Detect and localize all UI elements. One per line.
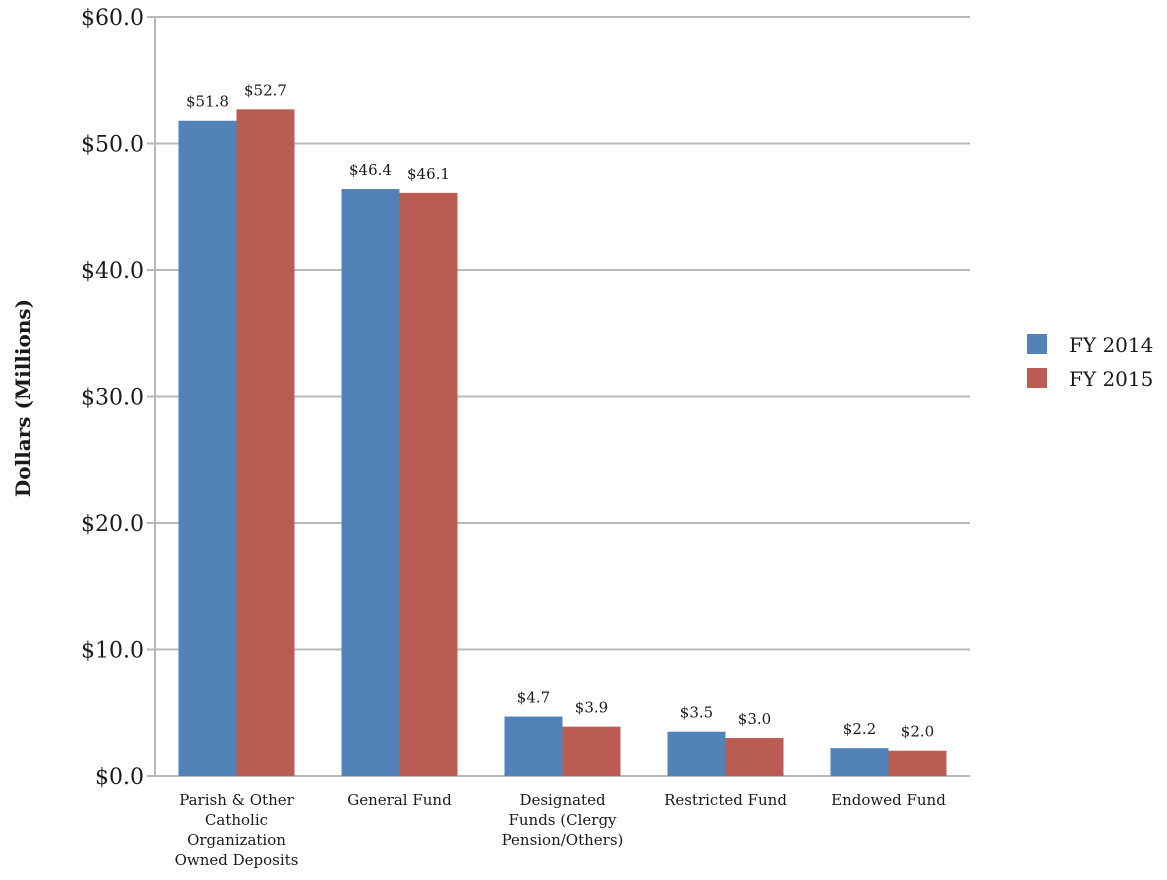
data-label: $46.1: [407, 165, 450, 183]
y-tick-label: $40.0: [81, 259, 144, 284]
x-tick-label-line: Catholic: [205, 811, 268, 829]
bar-fy-2015: [236, 109, 295, 777]
data-label: $51.8: [186, 93, 229, 111]
x-tick-label: General Fund: [347, 791, 452, 809]
x-tick-label-line: Restricted Fund: [664, 791, 787, 809]
bar-fy-2015: [399, 192, 458, 776]
x-tick-label: Parish & Other Catholic Organization Owned …: [175, 791, 299, 869]
bar-fy-2014: [341, 189, 400, 777]
x-tick-label-line: Organization: [187, 831, 286, 849]
x-tick-label-line: General Fund: [347, 791, 452, 809]
x-tick-label: Designated Funds (Clergy Pension/Others): [502, 791, 624, 849]
y-tick-label: $20.0: [81, 512, 144, 537]
bar-fy-2015: [888, 750, 947, 776]
bar-fy-2015: [725, 738, 784, 776]
data-label: $3.0: [738, 710, 771, 728]
data-label: $2.0: [901, 723, 934, 741]
x-tick-label-line: Funds (Clergy: [508, 811, 617, 829]
y-tick-label: $30.0: [81, 386, 144, 411]
legend-swatch: [1027, 334, 1047, 354]
x-tick-label: Endowed Fund: [831, 791, 946, 809]
legend-swatch: [1027, 368, 1047, 388]
bar-fy-2014: [830, 748, 889, 776]
bars: [178, 109, 947, 777]
bar-fy-2015: [562, 726, 621, 776]
axes: $0.0 $10.0 $20.0 $30.0 $40.0 $50.0 $60.0 Parish…: [81, 6, 946, 869]
x-tick-label-line: Designated: [519, 791, 606, 809]
data-label: $52.7: [244, 81, 287, 99]
y-tick-label: $0.0: [95, 765, 144, 790]
x-tick-label-line: Owned Deposits: [175, 851, 299, 869]
x-tick-label-line: Pension/Others): [502, 831, 624, 849]
x-tick-label-line: Parish & Other: [179, 791, 294, 809]
x-tick-label: Restricted Fund: [664, 791, 787, 809]
y-tick-label: $50.0: [81, 133, 144, 158]
y-tick-label: $10.0: [81, 639, 144, 664]
bar-fy-2014: [178, 120, 237, 777]
data-label: $4.7: [517, 689, 550, 707]
y-axis-title: Dollars (Millions): [11, 299, 35, 497]
data-label: $46.4: [349, 161, 392, 179]
data-label: $2.2: [843, 720, 876, 738]
legend: FY 2014 FY 2015: [1027, 333, 1153, 391]
x-tick-label-line: Endowed Fund: [831, 791, 946, 809]
y-tick-label: $60.0: [81, 6, 144, 31]
bar-fy-2014: [667, 731, 726, 776]
legend-label: FY 2014: [1069, 333, 1153, 357]
data-label: $3.5: [680, 704, 713, 722]
data-labels: $51.8 $52.7 $46.4 $46.1 $4.7 $3.9 $3.5 $3.0 $2.2…: [186, 81, 934, 740]
legend-label: FY 2015: [1069, 367, 1153, 391]
bar-fy-2014: [504, 716, 563, 776]
data-label: $3.9: [575, 699, 608, 717]
